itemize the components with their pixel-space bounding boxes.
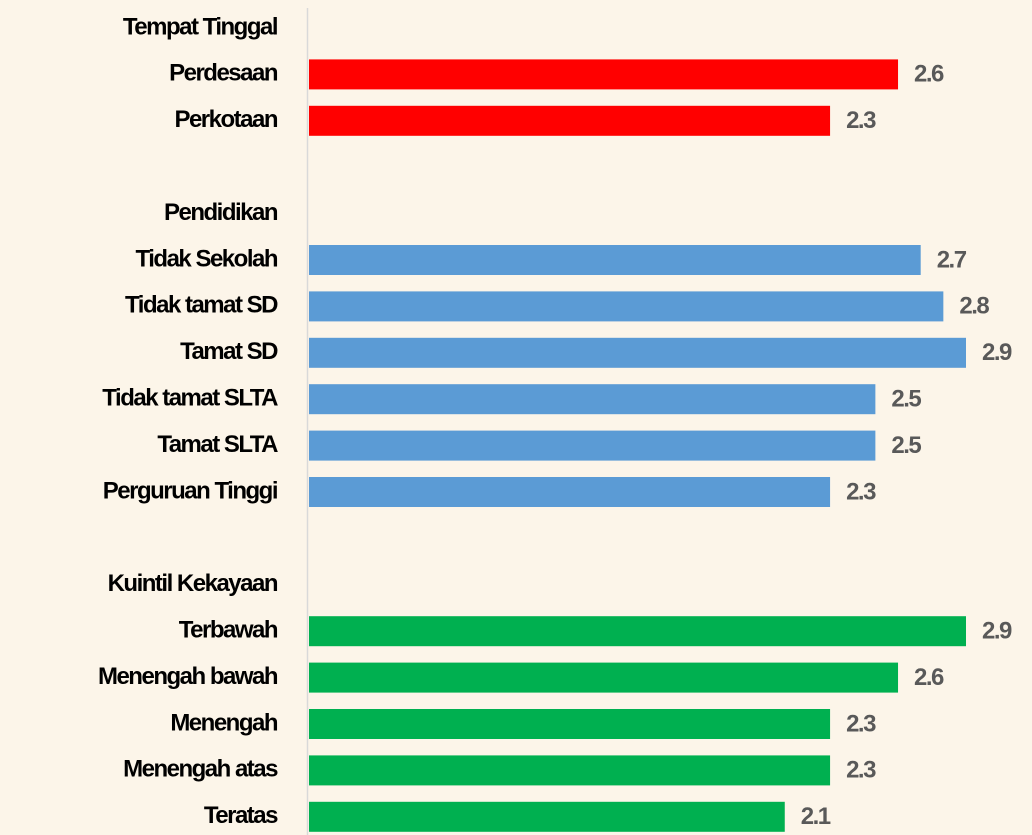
category-label: Tidak Sekolah (136, 245, 278, 272)
bar (309, 384, 876, 415)
group-header: Tempat Tinggal (123, 13, 277, 40)
value-label: 2.9 (982, 339, 1012, 366)
bar (309, 616, 966, 647)
bar (309, 477, 831, 507)
value-label: 2.1 (801, 803, 831, 830)
value-label: 2.7 (937, 246, 967, 273)
value-label: 2.8 (959, 293, 989, 320)
bar (309, 59, 899, 90)
category-label: Tidak tamat SD (125, 292, 278, 319)
category-label: Tidak tamat SLTA (102, 385, 278, 412)
bar (309, 801, 785, 832)
bar (309, 755, 831, 786)
value-label: 2.5 (891, 432, 921, 459)
bar (309, 245, 921, 275)
value-label: 2.6 (914, 664, 944, 691)
category-label: Perkotaan (174, 106, 277, 133)
category-label: Menengah (170, 709, 278, 736)
category-label: Teratas (204, 802, 278, 829)
group-header: Kuintil Kekayaan (108, 570, 278, 597)
category-label: Menengah atas (123, 756, 278, 783)
category-label: Terbawah (179, 617, 278, 644)
category-label: Perguruan Tinggi (103, 477, 277, 504)
value-label: 2.6 (914, 61, 944, 88)
bar (309, 709, 831, 739)
bar (309, 291, 944, 322)
value-label: 2.3 (846, 710, 876, 737)
bar (309, 662, 899, 693)
group-header: Pendidikan (164, 199, 278, 226)
category-label: Tamat SD (180, 338, 278, 365)
value-label: 2.5 (891, 386, 921, 413)
value-label: 2.3 (846, 107, 876, 134)
category-label: Tamat SLTA (157, 431, 278, 458)
value-label: 2.9 (982, 618, 1012, 645)
bar (309, 430, 876, 461)
category-label: Perdesaan (169, 60, 278, 87)
bar (309, 105, 831, 136)
category-label: Menengah bawah (98, 663, 278, 690)
bar (309, 337, 966, 368)
value-label: 2.3 (846, 478, 876, 505)
value-label: 2.3 (846, 757, 876, 784)
